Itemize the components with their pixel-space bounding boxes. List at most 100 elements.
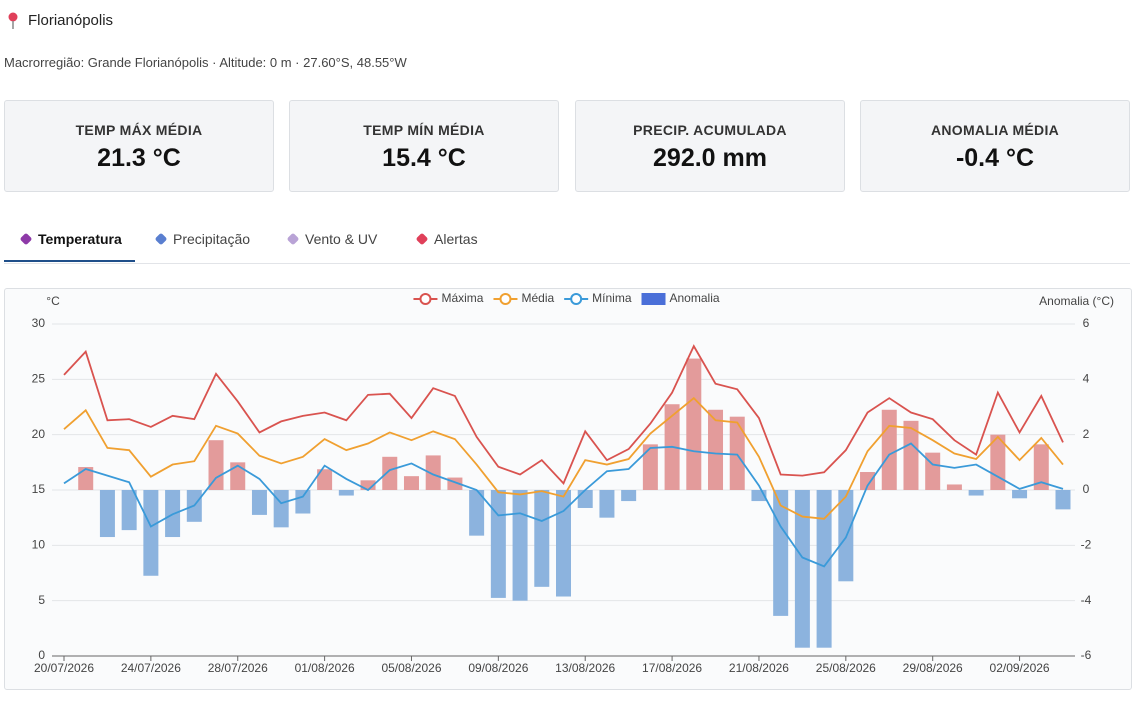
stat-value: 15.4 °C [382,144,466,172]
stat-label: ANOMALIA MÉDIA [930,122,1060,138]
anomaly-bar [425,455,441,490]
anomaly-bar [621,490,637,502]
tab-label: Temperatura [38,231,122,247]
tab-icon [19,232,33,246]
anomaly-bar [99,490,115,538]
tab[interactable]: Alertas [415,231,478,247]
stat-label: TEMP MÍN MÉDIA [363,122,485,138]
y-axis-label: °C [46,294,60,308]
legend-label: Máxima [441,291,483,305]
anomaly-bar [968,490,984,496]
anomaly-bar [577,490,593,508]
tab-label: Alertas [434,231,478,247]
y-tick-label: 15 [32,482,46,496]
y2-tick-label: 6 [1083,316,1090,330]
y-tick-label: 0 [38,648,45,662]
anomaly-bar [121,490,137,531]
x-tick-label: 02/09/2026 [990,661,1050,675]
subtitle: Macrorregião: Grande Florianópolis · Alt… [4,55,407,70]
anomaly-bar [946,484,962,490]
stat-value: -0.4 °C [955,144,1035,172]
stat-label: PRECIP. ACUMULADA [633,122,787,138]
tab[interactable]: Precipitação [154,231,251,247]
stat-value: 292.0 mm [653,144,767,172]
stat-card: TEMP MÁX MÉDIA 21.3 °C [4,100,274,192]
x-tick-label: 28/07/2026 [208,661,268,675]
anomaly-bar [881,409,897,490]
y2-tick-label: -6 [1081,648,1092,662]
legend-label: Anomalia [670,291,720,305]
y2-tick-label: -2 [1081,538,1092,552]
anomaly-bar [490,490,506,598]
anomaly-bar [729,416,745,490]
anomaly-bar [251,490,267,515]
tab-icon [286,232,300,246]
anomaly-bar [816,490,832,648]
y-tick-label: 5 [38,593,45,607]
legend-label: Mínima [592,291,632,305]
anomaly-bar [143,490,159,576]
x-tick-label: 05/08/2026 [381,661,441,675]
anomaly-bar [295,490,311,514]
anomaly-bar [1033,444,1049,490]
tab-icon [154,232,168,246]
tab-label: Precipitação [173,231,251,247]
anomaly-bar [317,469,333,490]
tab[interactable]: Temperatura [4,231,135,262]
anomaly-bar [208,440,224,490]
line-2 [63,442,1064,568]
anomaly-bar [751,490,767,502]
stat-label: TEMP MÁX MÉDIA [75,122,203,138]
legend-icon [570,293,583,305]
x-tick-label: 25/08/2026 [816,661,876,675]
anomaly-bar [794,490,810,648]
anomaly-bar [512,490,528,601]
stat-card: PRECIP. ACUMULADA 292.0 mm [575,100,845,192]
anomaly-bar [1012,490,1028,499]
anomaly-bar [708,409,724,490]
y-tick-label: 10 [32,538,46,552]
anomaly-bar [860,472,876,490]
x-tick-label: 20/07/2026 [34,661,94,675]
tab-underline [4,260,135,262]
anomaly-bar [338,490,354,496]
chart: °C Anomalia (°C) 0 5 10 15 20 25 30 -6 -4 -2 0 2 4 6 2… [32,291,1114,675]
anomaly-bar [273,490,289,528]
anomaly-bar [556,490,571,597]
y2-axis-label: Anomalia (°C) [1039,294,1114,308]
x-tick-label: 17/08/2026 [642,661,702,675]
anomaly-bar [469,490,485,536]
anomaly-bar [903,420,919,490]
x-tick-label: 29/08/2026 [903,661,963,675]
stat-card: TEMP MÍN MÉDIA 15.4 °C [289,100,559,192]
y2-tick-label: 0 [1083,482,1090,496]
stat-card: ANOMALIA MÉDIA -0.4 °C [860,100,1130,192]
anomaly-bar [360,480,376,490]
anomaly-bar [686,358,702,490]
title: Florianópolis [28,12,114,29]
legend-icon [499,293,512,305]
x-tick-label: 13/08/2026 [555,661,615,675]
line-1 [63,396,1064,520]
anomaly-bar [78,467,94,490]
anomaly-bar [1055,490,1071,510]
y-tick-label: 20 [32,427,46,441]
y-tick-label: 25 [32,372,46,386]
anomaly-bar [382,456,398,490]
line-0 [63,344,1064,485]
tab[interactable]: Vento & UV [286,231,378,247]
anomaly-bar [403,476,419,490]
anomaly-bar [773,490,789,616]
tab-label: Vento & UV [305,231,378,247]
anomaly-bar [599,490,615,518]
y2-tick-label: -4 [1081,593,1092,607]
y2-tick-label: 4 [1083,372,1090,386]
x-tick-label: 01/08/2026 [295,661,355,675]
legend-icon [641,293,666,305]
stat-value: 21.3 °C [97,144,181,172]
legend-icon [419,293,432,305]
tab-border [4,263,1130,264]
y2-tick-label: 2 [1083,427,1090,441]
anomaly-bar [642,444,658,490]
x-tick-label: 21/08/2026 [729,661,789,675]
